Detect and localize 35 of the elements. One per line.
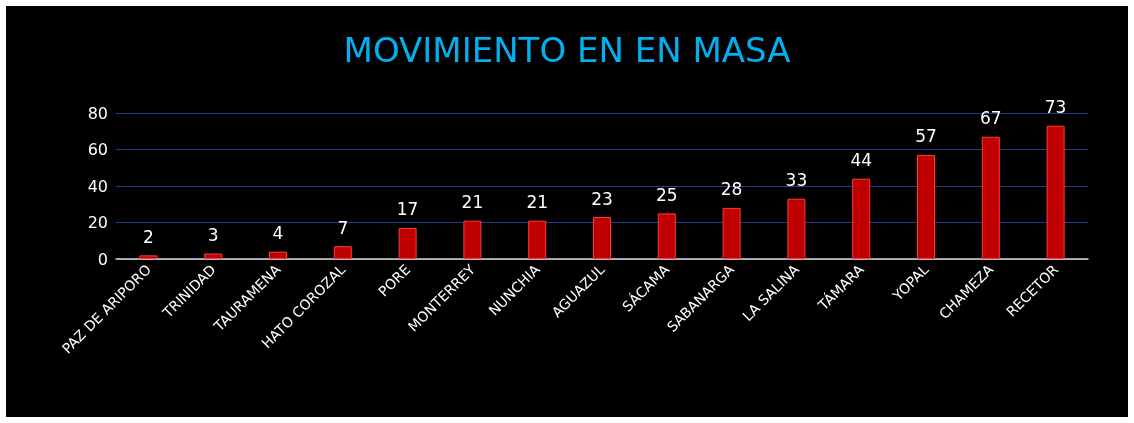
bar [269, 251, 287, 259]
y-tick-label: 20 [87, 213, 108, 232]
y-tick-label: 40 [87, 176, 108, 196]
bar [981, 136, 1000, 259]
bar [593, 217, 611, 259]
data-label: 33 [785, 170, 808, 191]
bar [463, 220, 482, 259]
data-label: 21 [461, 192, 484, 213]
data-label: 67 [979, 108, 1002, 129]
bar [657, 213, 676, 259]
data-label: 25 [655, 184, 678, 205]
bar [139, 255, 158, 259]
bar [917, 154, 935, 259]
data-label: 23 [591, 188, 613, 209]
data-label: 2 [142, 226, 154, 247]
bar [787, 198, 806, 259]
data-label: 73 [1044, 97, 1067, 118]
bar [333, 246, 352, 259]
y-tick-label: 80 [87, 103, 108, 123]
bar [398, 227, 417, 259]
y-tick-label: 60 [87, 140, 108, 159]
data-label: 57 [915, 126, 937, 147]
bar [528, 220, 547, 259]
data-label: 4 [272, 223, 284, 244]
data-label: 21 [526, 192, 549, 213]
bar [1046, 125, 1065, 259]
chart-title: MOVIMIENTO EN EN MASA [343, 30, 791, 70]
y-tick-label: 0 [97, 249, 108, 269]
bar [204, 253, 223, 259]
data-label: 3 [207, 225, 219, 246]
bar [722, 207, 741, 259]
bar [852, 178, 871, 259]
data-label: 44 [850, 150, 873, 171]
data-label: 7 [337, 217, 349, 238]
data-label: 17 [396, 199, 419, 220]
